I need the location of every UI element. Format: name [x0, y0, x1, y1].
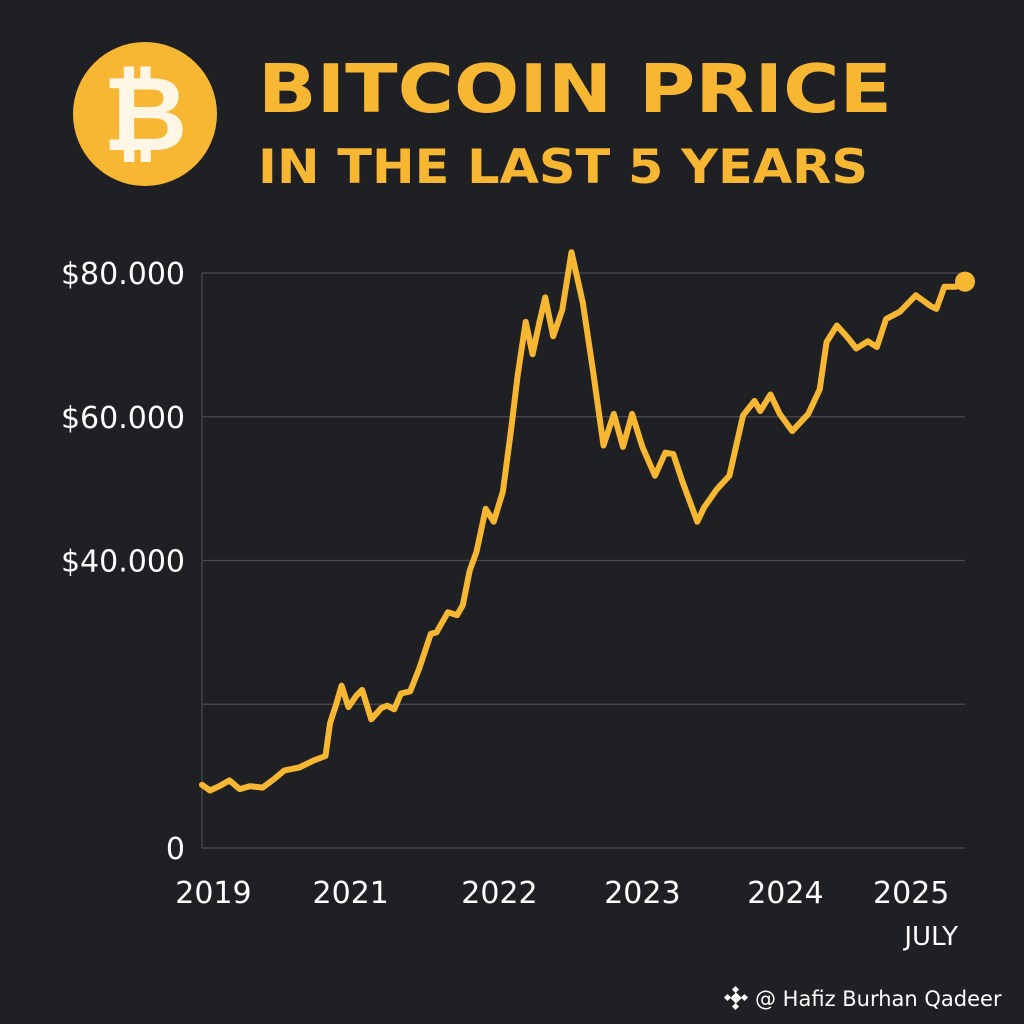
chart-title: BITCOIN PRICE	[258, 50, 892, 128]
x-tick-label: 2025	[873, 876, 949, 911]
chart-subtitle: IN THE LAST 5 YEARS	[258, 140, 868, 195]
x-tick-label: 2019	[175, 876, 251, 911]
x-tick-label: 2023	[604, 876, 680, 911]
x-axis-note: JULY	[902, 922, 958, 952]
x-tick-label: 2021	[313, 876, 389, 911]
x-axis-ticks: 2019 2021 2022 2023 2024 2025	[175, 876, 949, 911]
y-tick-label: $80.000	[61, 257, 185, 292]
x-tick-label: 2024	[747, 876, 823, 911]
price-series	[199, 249, 975, 794]
header: ₿ BITCOIN PRICE IN THE LAST 5 YEARS	[73, 42, 892, 195]
y-axis-ticks: $80.000 $60.000 $40.000 0	[61, 257, 185, 867]
series-end-marker	[955, 271, 975, 292]
credit-text: @ Hafiz Burhan Qadeer	[755, 987, 1002, 1011]
gridlines	[201, 272, 965, 849]
y-tick-label: $60.000	[61, 401, 185, 436]
x-tick-label: 2022	[461, 876, 537, 911]
bitcoin-logo-glyph: ₿	[103, 53, 188, 175]
credit: @ Hafiz Burhan Qadeer	[723, 985, 1002, 1011]
y-tick-label: 0	[166, 832, 185, 867]
bitcoin-icon	[73, 42, 217, 186]
y-tick-label: $40.000	[61, 545, 185, 580]
